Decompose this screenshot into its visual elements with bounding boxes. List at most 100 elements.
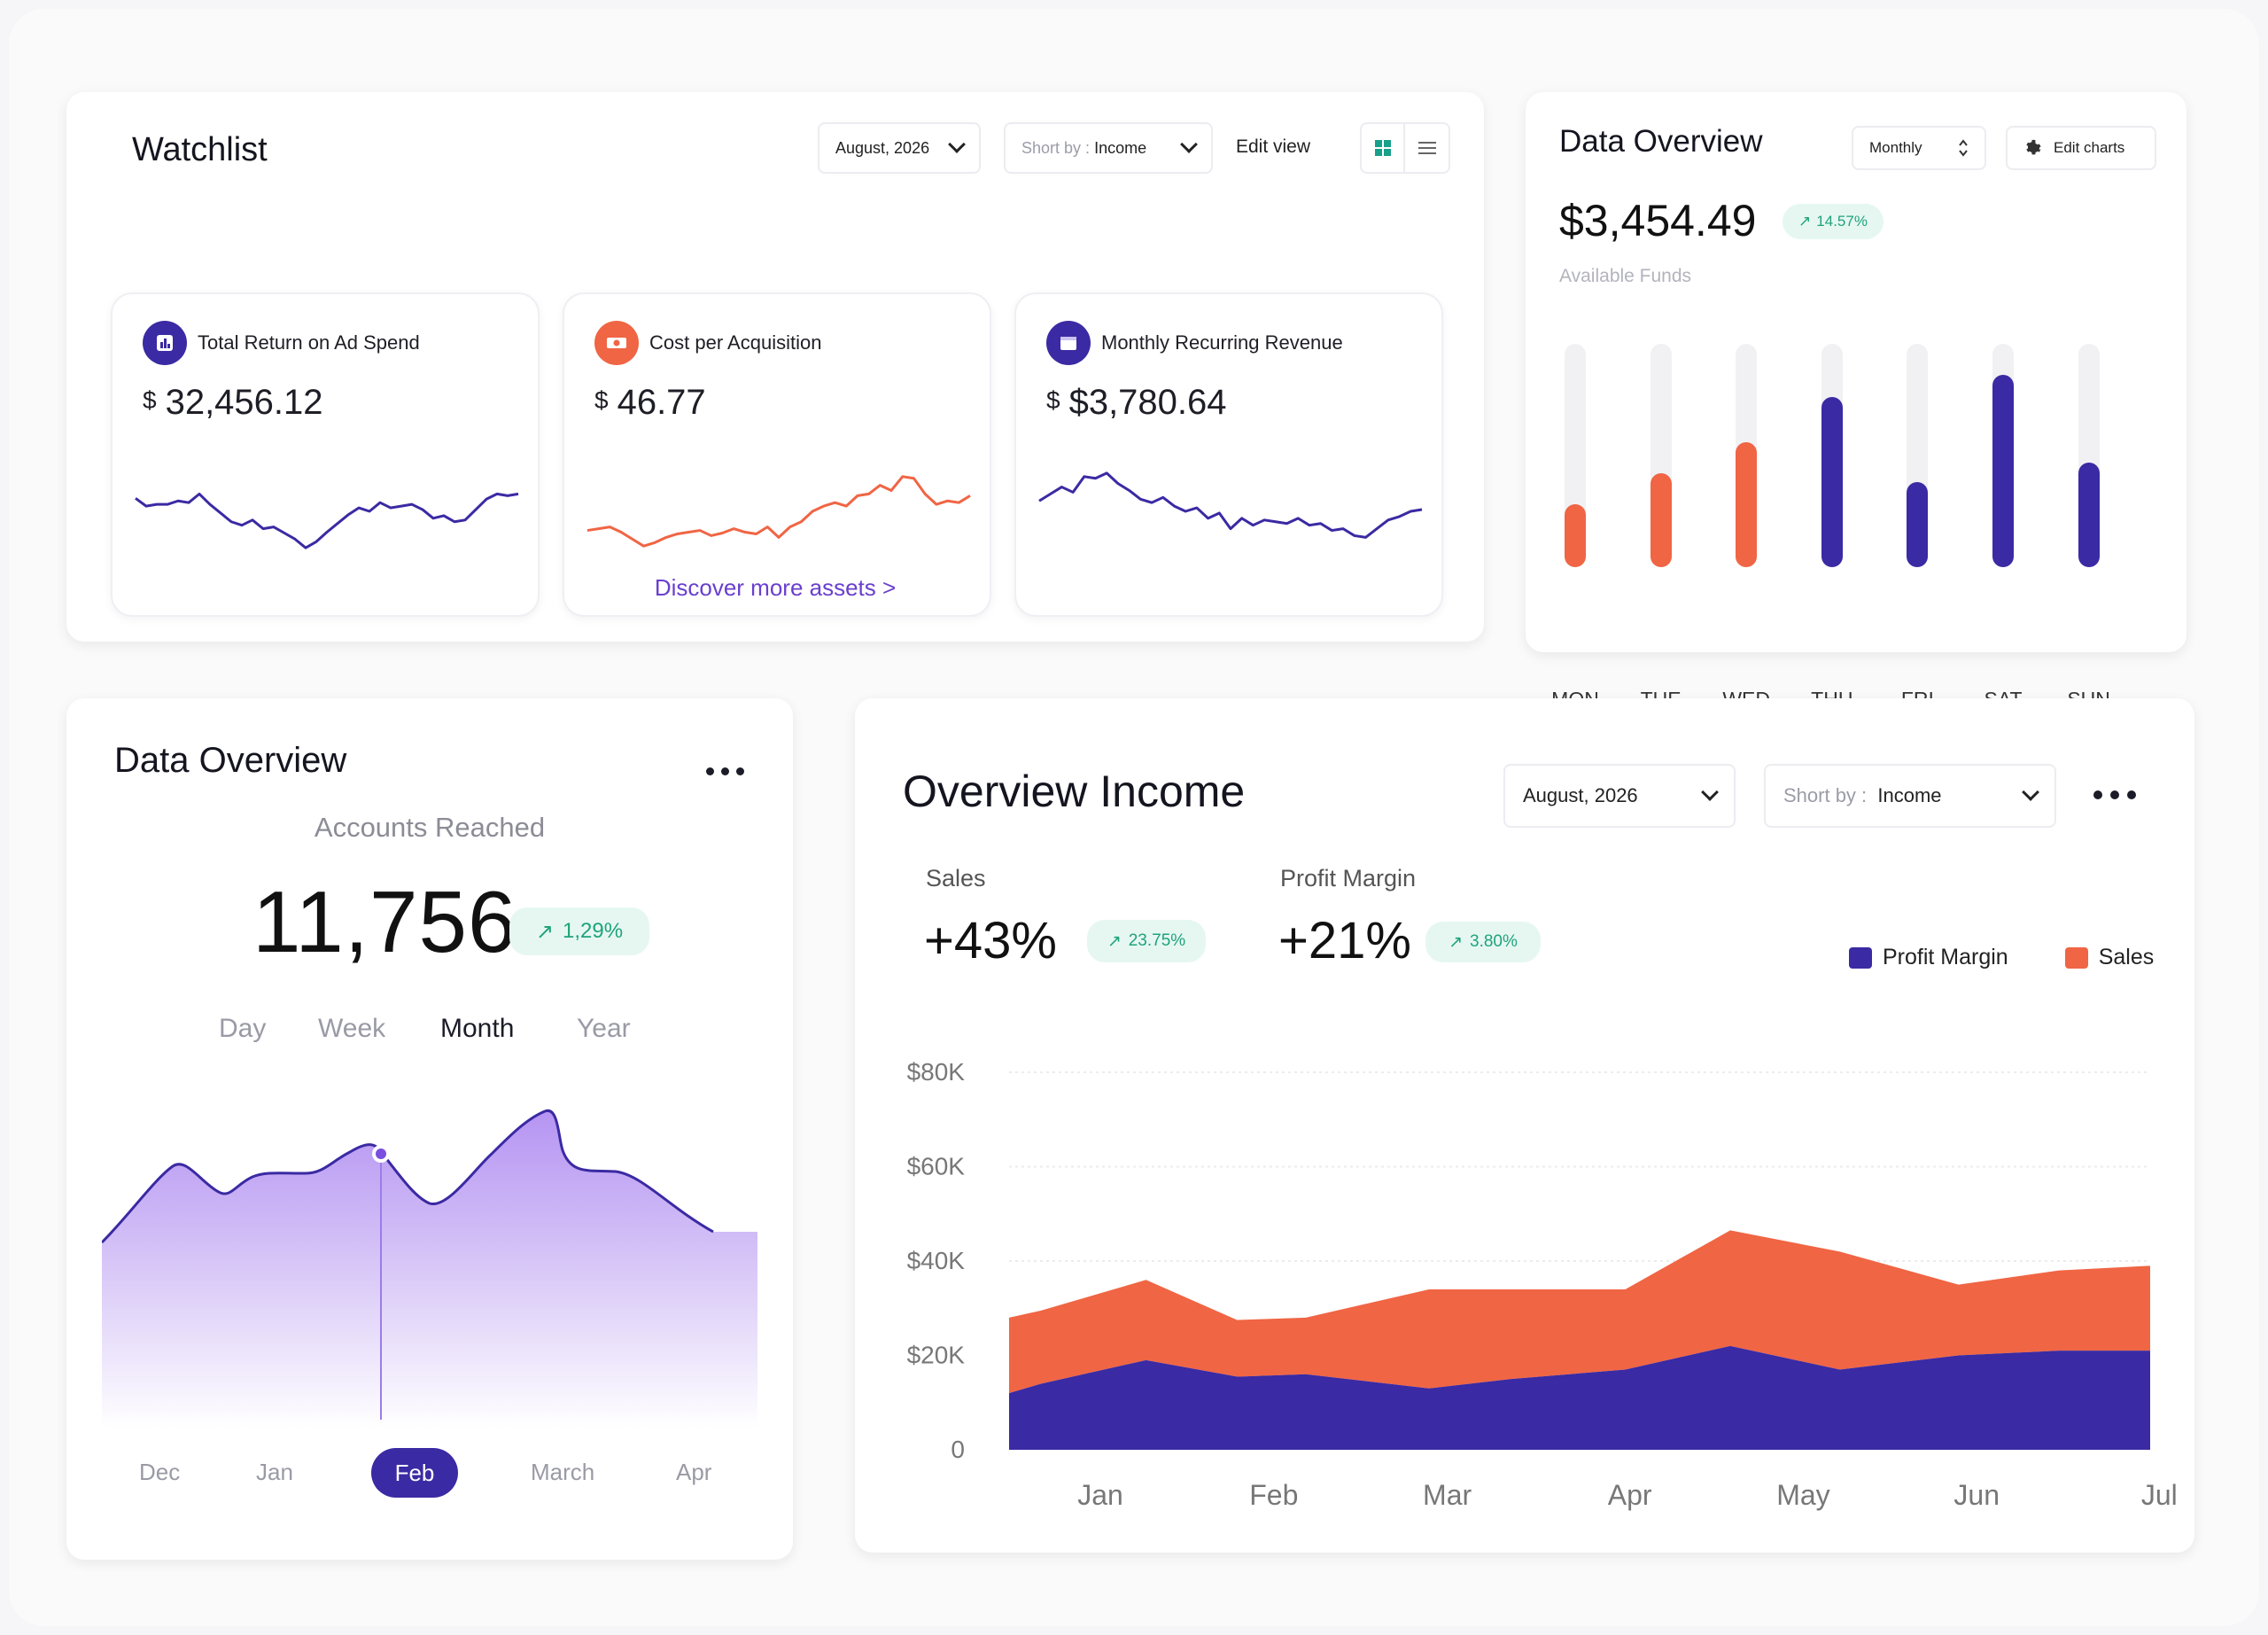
more-options-icon[interactable] [2093, 790, 2136, 799]
profit-margin-area[interactable] [1009, 1345, 2150, 1450]
bar-tue[interactable] [1650, 473, 1672, 567]
sparkline [135, 492, 519, 549]
x-tick-label: Jul [2141, 1479, 2178, 1511]
x-tick-label: Jan [1077, 1479, 1123, 1511]
item-value: $32,456.12 [143, 383, 323, 422]
more-options-icon[interactable] [706, 767, 744, 775]
item-value: $46.77 [594, 383, 706, 422]
chevron-down-icon [2022, 783, 2039, 801]
bar-sat[interactable] [1992, 375, 2014, 567]
sales-value: +43% [924, 912, 1057, 969]
funds-title: Data Overview [1559, 124, 1763, 159]
watchlist-card: Watchlist August, 2026 Short by : Income… [66, 92, 1484, 642]
margin-value: +21% [1278, 912, 1411, 969]
tab-week[interactable]: Week [318, 1014, 386, 1043]
funds-subtitle: Available Funds [1559, 266, 1692, 286]
y-tick-label: 0 [951, 1436, 965, 1463]
bar-sun[interactable] [2078, 462, 2100, 567]
accounts-area-chart [102, 1109, 757, 1429]
sort-updown-icon [1959, 139, 1968, 157]
legend-swatch [1849, 946, 1872, 969]
bar-track-thu [1821, 344, 1843, 567]
x-tick-label: Apr [1608, 1479, 1652, 1511]
watchlist-item-mrr[interactable]: Monthly Recurring Revenue $ $3,780.64 [1014, 292, 1443, 617]
income-sort-select[interactable]: Short by : Income [1764, 764, 2056, 828]
chart-icon [143, 321, 187, 365]
x-tick-label: Mar [1423, 1479, 1472, 1511]
y-tick-label: $20K [907, 1342, 966, 1369]
month-apr[interactable]: Apr [676, 1459, 712, 1485]
y-tick-label: $80K [907, 1058, 966, 1086]
funds-change-badge: ↗ 14.57% [1783, 204, 1884, 239]
month-dec[interactable]: Dec [139, 1459, 181, 1485]
period-value: Monthly [1869, 139, 1922, 156]
chevron-down-icon [1701, 783, 1719, 801]
grid-view-button[interactable] [1362, 124, 1406, 172]
legend-sales: Sales [2064, 945, 2154, 970]
ticket-icon [594, 321, 639, 365]
margin-label: Profit Margin [1280, 865, 1417, 891]
item-label: Cost per Acquisition [649, 331, 822, 354]
chevron-down-icon [1180, 136, 1198, 153]
x-tick-label: May [1776, 1479, 1829, 1511]
bar-track-tue [1650, 344, 1672, 567]
sort-prefix: Short by : [1021, 138, 1091, 157]
bar-track-sat [1992, 344, 2014, 567]
gear-icon [2026, 139, 2041, 155]
list-view-button[interactable] [1405, 124, 1449, 172]
bar-mon[interactable] [1565, 504, 1586, 567]
bar-track-sun [2078, 344, 2100, 567]
item-label: Monthly Recurring Revenue [1101, 331, 1343, 354]
item-label: Total Return on Ad Spend [198, 331, 420, 354]
sort-value: Income [1877, 784, 1942, 806]
bar-fri[interactable] [1907, 482, 1929, 567]
watchlist-date-select[interactable]: August, 2026 [818, 122, 981, 174]
sales-label: Sales [926, 865, 986, 891]
income-card: Overview Income August, 2026 Short by : … [855, 698, 2194, 1553]
income-date-select[interactable]: August, 2026 [1503, 764, 1736, 828]
edit-charts-button[interactable]: Edit charts [2006, 126, 2156, 170]
income-area-chart: $80K $60K $40K $20K 0 Jan Feb Mar Apr May Jun Jul [907, 1058, 2178, 1511]
month-jan[interactable]: Jan [256, 1459, 293, 1485]
bar-track-fri [1907, 344, 1929, 567]
sales-area[interactable] [1009, 1230, 2150, 1394]
bar-track-mon [1565, 344, 1586, 567]
funds-amount: $3,454.49 [1559, 196, 1757, 245]
accounts-card: Data Overview Accounts Reached 11,756 ↗ 1… [66, 698, 793, 1560]
tab-month[interactable]: Month [440, 1014, 515, 1043]
view-toggle [1360, 122, 1450, 174]
sparkline-path [586, 475, 971, 548]
watchlist-title: Watchlist [132, 131, 268, 168]
arrow-up-right-icon: ↗ [1449, 932, 1464, 952]
edit-charts-label: Edit charts [2054, 139, 2125, 156]
sparkline-path [135, 492, 519, 549]
watchlist-sort-select[interactable]: Short by : Income [1004, 122, 1213, 174]
income-title: Overview Income [903, 767, 1246, 816]
funds-overview-card: Data Overview Monthly Edit charts $3,454… [1526, 92, 2186, 711]
month-march[interactable]: March [531, 1459, 595, 1485]
bar-thu[interactable] [1821, 397, 1843, 567]
month-feb[interactable]: Feb [371, 1448, 458, 1498]
bar-track-wed [1736, 344, 1758, 567]
sparkline [1038, 471, 1423, 539]
sales-change-badge: ↗ 23.75% [1087, 920, 1206, 962]
tab-day[interactable]: Day [219, 1014, 267, 1043]
sort-value: Income [1094, 138, 1147, 157]
edit-view-button[interactable]: Edit view [1236, 136, 1311, 157]
arrow-up-right-icon: ↗ [1107, 931, 1122, 951]
period-select[interactable]: Monthly [1852, 126, 1986, 170]
income-date-value: August, 2026 [1523, 784, 1638, 806]
area-line [102, 1109, 714, 1244]
y-tick-label: $60K [907, 1153, 966, 1180]
watchlist-item-cpa[interactable]: Cost per Acquisition $46.77 [563, 292, 991, 617]
sparkline-path [1038, 471, 1423, 539]
legend-swatch [2064, 946, 2088, 969]
watchlist-date-value: August, 2026 [835, 138, 930, 157]
wallet-icon [1046, 321, 1091, 365]
tab-year[interactable]: Year [577, 1014, 631, 1043]
discover-more-link[interactable]: Discover more assets > [654, 574, 897, 601]
watchlist-item-roas[interactable]: Total Return on Ad Spend $32,456.12 [111, 292, 540, 617]
arrow-up-right-icon: ↗ [535, 919, 555, 944]
sort-prefix: Short by : [1783, 784, 1868, 806]
bar-wed[interactable] [1736, 441, 1758, 567]
